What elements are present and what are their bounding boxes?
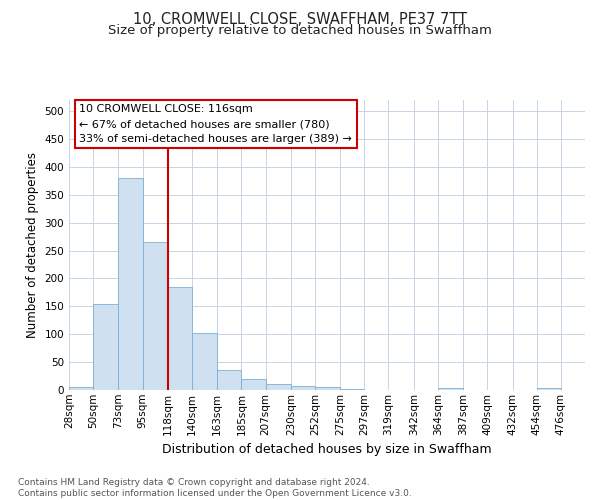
Bar xyxy=(118,178,143,390)
Bar xyxy=(143,242,168,390)
Text: 10, CROMWELL CLOSE, SWAFFHAM, PE37 7TT: 10, CROMWELL CLOSE, SWAFFHAM, PE37 7TT xyxy=(133,12,467,28)
Y-axis label: Number of detached properties: Number of detached properties xyxy=(26,152,39,338)
Bar xyxy=(168,288,192,390)
Bar xyxy=(340,389,364,390)
Bar xyxy=(69,387,93,390)
Bar xyxy=(241,379,266,390)
Bar xyxy=(291,386,315,390)
Bar xyxy=(266,384,291,390)
Bar xyxy=(315,387,340,390)
Text: Contains HM Land Registry data © Crown copyright and database right 2024.
Contai: Contains HM Land Registry data © Crown c… xyxy=(18,478,412,498)
Text: 10 CROMWELL CLOSE: 116sqm
← 67% of detached houses are smaller (780)
33% of semi: 10 CROMWELL CLOSE: 116sqm ← 67% of detac… xyxy=(79,104,352,144)
Bar xyxy=(217,370,241,390)
Text: Size of property relative to detached houses in Swaffham: Size of property relative to detached ho… xyxy=(108,24,492,37)
Bar xyxy=(93,304,118,390)
X-axis label: Distribution of detached houses by size in Swaffham: Distribution of detached houses by size … xyxy=(162,443,492,456)
Bar xyxy=(192,332,217,390)
Bar xyxy=(438,388,463,390)
Bar xyxy=(536,388,561,390)
